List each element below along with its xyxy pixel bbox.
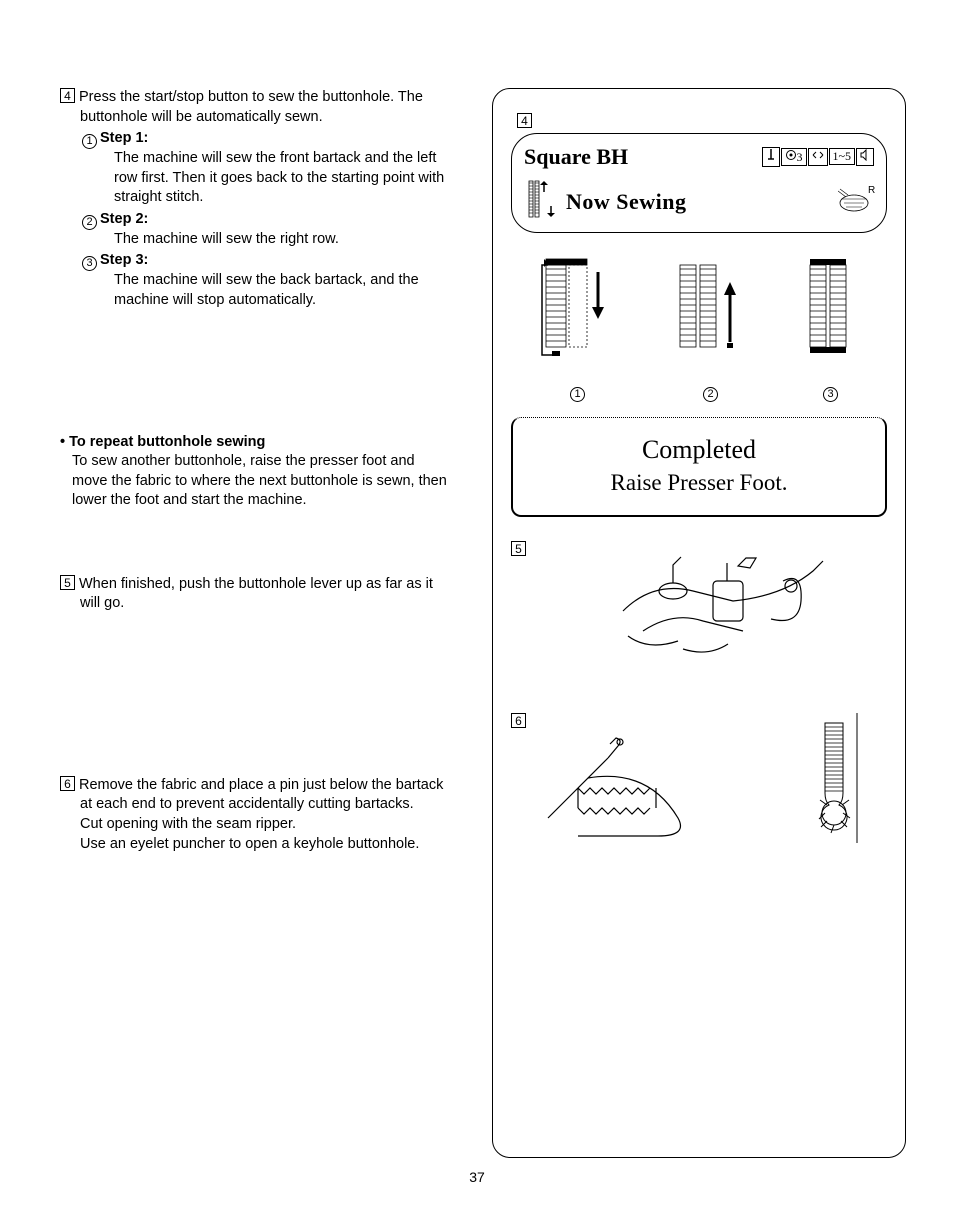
- step6-l2: at each end to prevent accidentally cutt…: [60, 795, 474, 815]
- repeat-l3: lower the foot and start the machine.: [60, 491, 474, 511]
- step1-body3: straight stitch.: [82, 188, 474, 208]
- figure-panel-5: 5: [511, 541, 887, 678]
- step6-l4: Use an eyelet puncher to open a keyhole …: [60, 835, 474, 855]
- width-icon: [808, 148, 828, 166]
- range-box: 1~5: [829, 148, 856, 165]
- marker-4: 4: [60, 88, 75, 103]
- instruction-step-4: 4 Press the start/stop button to sew the …: [60, 88, 474, 311]
- lever-up-diagram: [583, 541, 843, 671]
- step6-l3: Cut opening with the seam ripper.: [60, 815, 474, 835]
- figure-label-3: 3: [823, 387, 838, 402]
- panel4-marker: 4: [517, 113, 532, 128]
- step2-figure: 2: [672, 257, 752, 403]
- step3-body2: machine will stop automatically.: [82, 291, 474, 311]
- repeat-l1: To sew another buttonhole, raise the pre…: [60, 452, 474, 472]
- repeat-title: To repeat buttonhole sewing: [69, 434, 265, 450]
- step1-title: Step 1:: [100, 130, 148, 146]
- step3-figure: 3: [800, 257, 864, 403]
- dial-icon: 3: [781, 148, 807, 166]
- panel6-marker: 6: [511, 713, 526, 728]
- seam-ripper-diagram: [538, 718, 718, 838]
- figure-label-2: 2: [703, 387, 718, 402]
- figure-frame: 4 Square BH 3 1~5: [492, 88, 906, 1158]
- repeat-buttonhole-section: •To repeat buttonhole sewing To sew anot…: [60, 433, 474, 511]
- step1-body1: The machine will sew the front bartack a…: [82, 149, 474, 169]
- step2-title: Step 2:: [100, 211, 148, 227]
- circ-2: 2: [82, 215, 97, 230]
- speaker-icon: [856, 148, 874, 166]
- needle-icon: [762, 147, 780, 167]
- keyhole-buttonhole-diagram: [797, 713, 887, 843]
- marker-5: 5: [60, 575, 75, 590]
- step1-body2: row first. Then it goes back to the star…: [82, 169, 474, 189]
- page-number: 37: [0, 1168, 954, 1187]
- step5-l1: When finished, push the buttonhole lever…: [79, 576, 433, 592]
- figure-panel-6: 6: [511, 713, 887, 843]
- lcd-top-icons: 3 1~5: [762, 147, 875, 167]
- step4-line1: Press the start/stop button to sew the b…: [79, 89, 423, 105]
- step3-body1: The machine will sew the back bartack, a…: [82, 271, 474, 291]
- instruction-step-5: 5 When finished, push the buttonhole leve…: [60, 575, 474, 614]
- now-sewing-label: Now Sewing: [566, 187, 687, 217]
- marker-6: 6: [60, 776, 75, 791]
- step3-title: Step 3:: [100, 252, 148, 268]
- buttonhole-shape-icon: [526, 178, 556, 227]
- completed-line1: Completed: [521, 432, 877, 467]
- circ-3: 3: [82, 256, 97, 271]
- instruction-step-6: 6 Remove the fabric and place a pin just …: [60, 776, 474, 854]
- step6-l1: Remove the fabric and place a pin just b…: [79, 777, 443, 793]
- figure-label-1: 1: [570, 387, 585, 402]
- completed-message-panel: Completed Raise Presser Foot.: [511, 417, 887, 516]
- panel5-marker: 5: [511, 541, 526, 556]
- step5-l2: will go.: [60, 594, 474, 614]
- presser-foot-icon: R: [838, 185, 876, 220]
- circ-1: 1: [82, 134, 97, 149]
- repeat-l2: move the fabric to where the next button…: [60, 472, 474, 492]
- svg-text:R: R: [868, 185, 875, 196]
- step4-line2: buttonhole will be automatically sewn.: [60, 108, 474, 128]
- lcd-title: Square BH: [524, 142, 628, 172]
- lcd-screen: Square BH 3 1~5: [511, 133, 887, 233]
- step2-body1: The machine will sew the right row.: [82, 230, 474, 250]
- completed-line2: Raise Presser Foot.: [521, 467, 877, 498]
- bullet-dot: •: [60, 434, 65, 450]
- buttonhole-step-figures: 1 2: [515, 257, 883, 403]
- step1-figure: 1: [534, 257, 624, 403]
